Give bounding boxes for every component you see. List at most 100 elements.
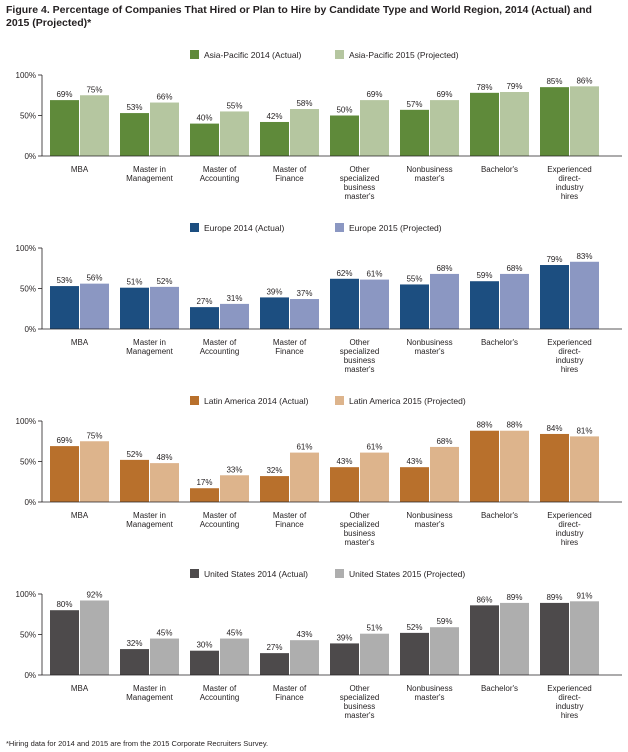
x-category-label-line: Master of <box>203 684 237 693</box>
x-category-label-line: master's <box>415 520 445 529</box>
x-category-label: Experienced direct-industry hires <box>547 338 591 374</box>
x-category-label-line: business <box>344 702 376 711</box>
x-category-label-line: Bachelor's <box>481 511 518 520</box>
x-category-label-line: Experienced <box>547 338 591 347</box>
x-category-label: Experienced direct-industry hires <box>547 684 591 720</box>
x-category-label-line: Master of <box>273 338 307 347</box>
x-category-label-line: Other <box>349 511 369 520</box>
x-category-label-line: direct- <box>558 520 581 529</box>
x-category-label: Master of Finance <box>273 511 307 529</box>
bar-series2 <box>150 638 179 675</box>
data-label: 56% <box>86 274 102 283</box>
data-label: 69% <box>56 90 72 99</box>
footnote: *Hiring data for 2014 and 2015 are from … <box>6 739 269 748</box>
data-label: 43% <box>296 630 312 639</box>
x-category-label-line: MBA <box>71 511 89 520</box>
x-category-label-line: Management <box>126 693 173 702</box>
x-category-label-line: Other <box>349 165 369 174</box>
y-tick-label: 50% <box>20 112 36 121</box>
bar-series1 <box>50 286 79 329</box>
bar-series1 <box>260 476 289 502</box>
x-category-label: Other specialized business master's <box>340 684 380 720</box>
legend-label-2: Asia-Pacific 2015 (Projected) <box>349 50 459 60</box>
x-category-label-line: specialized <box>340 520 380 529</box>
bar-series2 <box>500 92 529 156</box>
x-category-label: Master of Finance <box>273 684 307 702</box>
data-label: 55% <box>406 274 422 283</box>
bar-series1 <box>120 459 149 502</box>
x-category-label-line: hires <box>561 192 578 201</box>
data-label: 50% <box>336 106 352 115</box>
data-label: 39% <box>336 633 352 642</box>
x-category-label-line: Finance <box>275 347 304 356</box>
bar-series1 <box>190 488 219 502</box>
bar-series1 <box>470 92 499 156</box>
bar-series2 <box>360 100 389 156</box>
figure-title: Figure 4. Percentage of Companies That H… <box>6 4 592 29</box>
chart-panel-europe: Europe 2014 (Actual) Europe 2015 (Project… <box>0 217 628 389</box>
data-label: 57% <box>406 100 422 109</box>
data-label: 17% <box>196 478 212 487</box>
x-category-label-line: master's <box>415 693 445 702</box>
y-tick-label: 50% <box>20 458 36 467</box>
bar-series2 <box>570 601 599 675</box>
x-category-label: Experienced direct-industry hires <box>547 511 591 547</box>
data-label: 32% <box>126 639 142 648</box>
data-label: 92% <box>86 590 102 599</box>
x-category-label-line: Master of <box>203 165 237 174</box>
bar-series1 <box>330 115 359 156</box>
bar-series1 <box>540 87 569 156</box>
data-label: 85% <box>546 77 562 86</box>
bar-series2 <box>150 286 179 329</box>
x-category-label-line: Experienced <box>547 165 591 174</box>
bar-series1 <box>190 307 219 329</box>
bar-series2 <box>430 446 459 502</box>
x-category-label: Master in Management <box>126 511 173 529</box>
bar-series1 <box>260 653 289 675</box>
x-category-label-line: Master in <box>133 338 166 347</box>
bar-series1 <box>50 610 79 675</box>
y-tick-label: 100% <box>16 590 36 599</box>
data-label: 45% <box>156 629 172 638</box>
bar-series2 <box>360 279 389 329</box>
x-category-label-line: hires <box>561 711 578 720</box>
x-category-label-line: specialized <box>340 174 380 183</box>
data-label: 40% <box>196 114 212 123</box>
data-label: 58% <box>296 99 312 108</box>
data-label: 32% <box>266 466 282 475</box>
data-label: 39% <box>266 287 282 296</box>
legend-label-1: Latin America 2014 (Actual) <box>204 396 309 406</box>
x-category-label: Master of Accounting <box>200 684 240 702</box>
x-category-label-line: Nonbusiness <box>406 165 452 174</box>
x-category-label-line: business <box>344 183 376 192</box>
data-label: 30% <box>196 641 212 650</box>
x-category-label: Experienced direct-industry hires <box>547 165 591 201</box>
data-label: 83% <box>576 252 592 261</box>
data-label: 61% <box>296 443 312 452</box>
x-category-label: Other specialized business master's <box>340 511 380 547</box>
x-category-label-line: Accounting <box>200 347 240 356</box>
x-category-label-line: master's <box>345 365 375 374</box>
data-label: 59% <box>476 271 492 280</box>
x-category-label-line: Master in <box>133 684 166 693</box>
x-category-label-line: industry <box>555 702 583 711</box>
x-category-label-line: master's <box>345 538 375 547</box>
bar-series2 <box>570 86 599 156</box>
data-label: 53% <box>126 103 142 112</box>
bar-series1 <box>330 467 359 502</box>
bar-series1 <box>470 605 499 675</box>
x-category-label-line: Other <box>349 684 369 693</box>
x-category-label: MBA <box>71 511 89 520</box>
data-label: 52% <box>126 450 142 459</box>
y-tick-label: 0% <box>24 671 36 680</box>
bar-series1 <box>50 446 79 502</box>
data-label: 75% <box>86 431 102 440</box>
legend-label-1: Asia-Pacific 2014 (Actual) <box>204 50 301 60</box>
legend-swatch-1 <box>190 396 199 405</box>
bar-series1 <box>330 643 359 675</box>
y-tick-label: 100% <box>16 417 36 426</box>
x-category-label: Nonbusiness master's <box>406 684 452 702</box>
data-label: 61% <box>366 270 382 279</box>
x-category-label-line: Master in <box>133 511 166 520</box>
x-category-label-line: Management <box>126 347 173 356</box>
